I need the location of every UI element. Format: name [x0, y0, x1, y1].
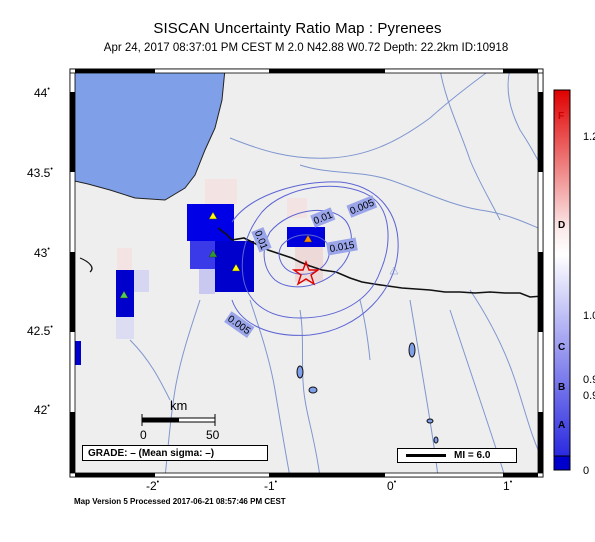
grade-letter-b: B — [558, 382, 566, 393]
lat-label-42-5: 42.5• — [27, 324, 53, 338]
map-frame — [69, 68, 544, 478]
stations — [119, 211, 399, 299]
station-marker[interactable] — [208, 249, 218, 258]
station-marker[interactable] — [208, 211, 218, 220]
scale-tick-0: 0 — [140, 428, 147, 442]
grade-box: GRADE: – (Mean sigma: –) — [82, 445, 268, 461]
lon-label-minus2: -2• — [146, 479, 160, 493]
station-marker[interactable] — [389, 266, 399, 275]
mi-line — [406, 454, 446, 457]
colorbar-label-0: 0 — [583, 465, 590, 477]
lon-label-1: 1• — [503, 479, 513, 493]
lon-label-0: 0• — [387, 479, 397, 493]
grade-letter-a: A — [558, 420, 566, 431]
lakes — [296, 342, 439, 444]
scale-bar — [141, 414, 216, 426]
colorbar-label-1-0: 1.0 — [583, 310, 595, 322]
lat-label-42: 42• — [34, 403, 50, 417]
coast-fragment — [79, 257, 93, 273]
contour-labels: 0.005 0.01 0.01 0.015 0.005 — [224, 195, 378, 338]
colorbar — [553, 89, 571, 471]
station-marker[interactable] — [119, 290, 129, 299]
scale-unit: km — [170, 398, 188, 413]
processing-footer: Map Version 5 Processed 2017-06-21 08:57… — [74, 497, 286, 506]
sea-bay-of-biscay — [70, 69, 226, 201]
epicenter-star[interactable] — [291, 260, 321, 286]
event-info: Apr 24, 2017 08:37:01 PM CEST M 2.0 N42.… — [103, 42, 509, 54]
station-marker[interactable] — [303, 234, 313, 243]
scale-tick-50: 50 — [206, 428, 220, 442]
mi-text: MI = 6.0 — [454, 450, 491, 461]
mi-legend: MI = 6.0 — [397, 448, 517, 463]
uncertainty-contours — [231, 181, 399, 336]
lon-label-minus1: -1• — [264, 479, 278, 493]
colorbar-label-1-2: 1.2 — [583, 131, 595, 143]
lat-label-43-5: 43.5• — [27, 166, 53, 180]
colorbar-label-0-9b: 0.9 — [583, 390, 595, 402]
grade-letter-c: C — [558, 342, 566, 353]
map-title: SISCAN Uncertainty Ratio Map : Pyrenees — [153, 20, 442, 37]
lat-label-43: 43• — [34, 246, 50, 260]
colorbar-label-0-9a: 0.9 — [583, 374, 595, 386]
grade-letter-f: F — [558, 111, 565, 122]
lat-label-44: 44• — [34, 86, 50, 100]
station-marker[interactable] — [231, 263, 241, 272]
grade-letter-d: D — [558, 220, 566, 231]
contour-label-4: 0.015 — [329, 240, 356, 255]
